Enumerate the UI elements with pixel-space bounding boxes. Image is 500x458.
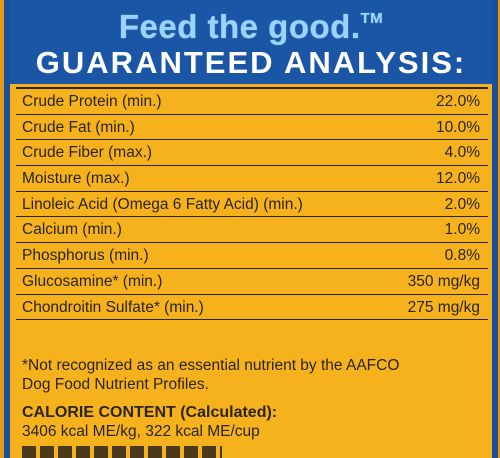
- nutrient-label: Crude Protein (min.): [22, 93, 162, 110]
- label-header: Feed the good.TM GUARANTEED ANALYSIS:: [10, 0, 492, 84]
- nutrient-value: 350 mg/kg: [407, 272, 480, 290]
- analysis-row-crude-fat: Crude Fat (min.) 10.0%: [16, 115, 488, 141]
- nutrient-label: Crude Fiber (max.): [22, 144, 153, 162]
- footnote-line-1: *Not recognized as an essential nutrient…: [22, 357, 400, 374]
- brand-tagline: Feed the good.TM: [10, 8, 492, 46]
- cropped-ingredients-heading: [22, 446, 222, 458]
- nutrient-value: 275 mg/kg: [407, 298, 480, 316]
- nutrient-label: Moisture (max.): [22, 170, 130, 188]
- analysis-row-glucosamine: Glucosamine* (min.) 350 mg/kg: [16, 269, 488, 295]
- aafco-footnote: *Not recognized as an essential nutrient…: [22, 356, 492, 394]
- analysis-row-chondroitin-sulfate: Chondroitin Sulfate* (min.) 275 mg/kg: [16, 295, 488, 321]
- analysis-row-crude-protein: Crude Protein (min.) 22.0%: [16, 89, 488, 115]
- nutrition-label-panel: Feed the good.TM GUARANTEED ANALYSIS: Cr…: [4, 0, 498, 458]
- analysis-title: GUARANTEED ANALYSIS:: [35, 45, 467, 80]
- nutrient-label: Glucosamine* (min.): [22, 272, 163, 290]
- analysis-row-moisture: Moisture (max.) 12.0%: [16, 166, 488, 192]
- nutrient-value: 22.0%: [436, 93, 480, 110]
- guaranteed-analysis-table: Crude Protein (min.) 22.0% Crude Fat (mi…: [16, 87, 488, 321]
- nutrient-value: 1.0%: [444, 221, 480, 239]
- nutrient-value: 2.0%: [444, 195, 480, 213]
- analysis-row-phosphorus: Phosphorus (min.) 0.8%: [16, 243, 488, 269]
- calorie-content-value: 3406 kcal ME/kg, 322 kcal ME/cup: [22, 423, 260, 440]
- nutrient-value: 0.8%: [444, 247, 480, 265]
- tagline-text: Feed the good.: [118, 8, 361, 45]
- nutrient-label: Phosphorus (min.): [22, 247, 149, 265]
- analysis-row-calcium: Calcium (min.) 1.0%: [16, 217, 488, 244]
- nutrient-label: Calcium (min.): [22, 221, 122, 239]
- footnote-line-2: Dog Food Nutrient Profiles.: [22, 376, 209, 393]
- calorie-content-title: CALORIE CONTENT (Calculated):: [22, 404, 278, 421]
- analysis-row-crude-fiber: Crude Fiber (max.) 4.0%: [16, 140, 488, 167]
- nutrient-value: 10.0%: [436, 118, 480, 136]
- nutrient-label: Crude Fat (min.): [22, 118, 135, 136]
- trademark-mark: TM: [360, 10, 384, 27]
- nutrient-value: 4.0%: [444, 144, 480, 162]
- analysis-row-linoleic-acid: Linoleic Acid (Omega 6 Fatty Acid) (min.…: [16, 192, 488, 218]
- nutrient-label: Linoleic Acid (Omega 6 Fatty Acid) (min.…: [22, 195, 303, 213]
- nutrient-label: Chondroitin Sulfate* (min.): [22, 298, 204, 316]
- nutrient-value: 12.0%: [436, 170, 480, 188]
